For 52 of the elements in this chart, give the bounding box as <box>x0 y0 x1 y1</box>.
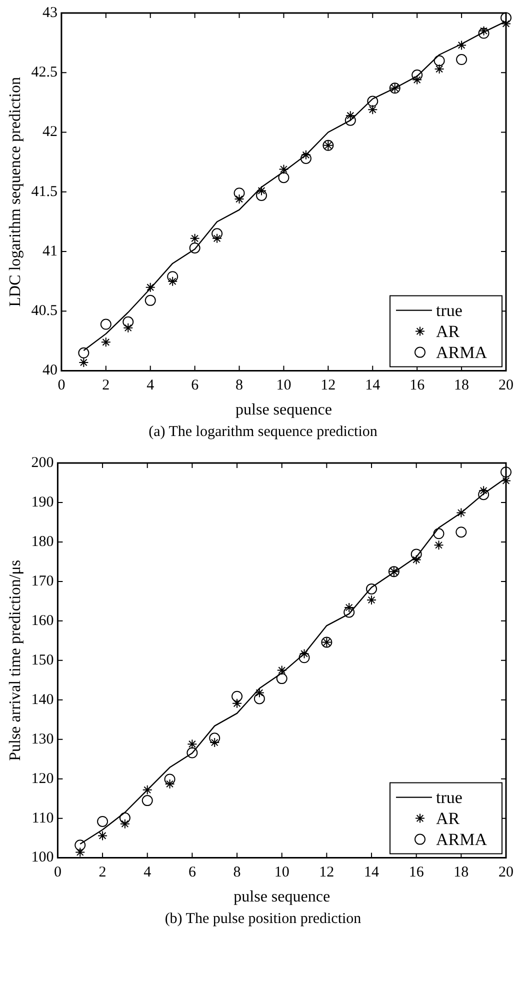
x-tick-label: 6 <box>188 864 196 881</box>
x-axis-title: pulse sequence <box>234 888 330 906</box>
x-tick-label: 10 <box>276 378 292 394</box>
legend-label: true <box>436 788 462 807</box>
x-tick-label: 6 <box>191 378 200 394</box>
text: (b) The pulse position prediction <box>164 910 362 929</box>
x-tick-label: 16 <box>410 378 426 394</box>
text: (a) The logarithm sequence prediction <box>148 423 378 442</box>
y-tick-label: 180 <box>31 534 54 550</box>
y-axis-title: LDC logarithm sequence prediction <box>6 77 24 307</box>
x-tick-label: 4 <box>146 378 155 394</box>
legend-label: ARMA <box>436 830 488 849</box>
y-tick-label: 190 <box>31 494 54 510</box>
x-tick-label: 2 <box>98 864 106 881</box>
legend-label: AR <box>436 808 460 828</box>
x-axis-title: pulse sequence <box>236 402 332 419</box>
y-tick-label: 200 <box>31 454 54 471</box>
x-tick-label: 10 <box>274 864 290 881</box>
x-tick-label: 16 <box>408 864 424 881</box>
x-tick-label: 0 <box>54 864 62 881</box>
legend-label: AR <box>436 322 460 341</box>
x-tick-label: 12 <box>319 864 334 881</box>
y-tick-label: 120 <box>31 770 54 787</box>
x-tick-label: 20 <box>498 864 514 881</box>
y-tick-label: 150 <box>31 652 54 668</box>
y-tick-label: 42.5 <box>31 64 58 81</box>
y-tick-label: 160 <box>31 612 54 629</box>
y-tick-label: 40.5 <box>31 303 58 320</box>
x-tick-label: 8 <box>233 864 241 881</box>
y-tick-label: 41 <box>42 243 58 260</box>
x-tick-label: 20 <box>498 378 514 394</box>
x-tick-label: 0 <box>58 378 66 394</box>
legend-label: ARMA <box>436 342 488 362</box>
x-tick-label: 2 <box>102 378 110 394</box>
x-tick-label: 8 <box>236 378 244 394</box>
x-tick-label: 18 <box>454 378 470 394</box>
y-tick-label: 41.5 <box>31 184 58 200</box>
y-tick-label: 170 <box>31 573 54 590</box>
y-tick-label: 110 <box>32 810 54 826</box>
y-tick-label: 100 <box>31 850 54 866</box>
x-tick-label: 14 <box>365 378 381 394</box>
x-tick-label: 4 <box>144 864 152 881</box>
legend-label: true <box>436 300 462 320</box>
x-tick-label: 18 <box>454 864 469 881</box>
y-tick-label: 40 <box>42 362 58 379</box>
y-tick-label: 43 <box>42 4 58 21</box>
x-tick-label: 12 <box>320 378 336 394</box>
y-tick-label: 140 <box>31 692 54 708</box>
y-tick-label: 130 <box>31 731 54 748</box>
y-axis-title: Pulse arrival time prediction/μs <box>6 560 24 761</box>
x-tick-label: 14 <box>364 864 380 881</box>
y-tick-label: 42 <box>42 124 58 140</box>
